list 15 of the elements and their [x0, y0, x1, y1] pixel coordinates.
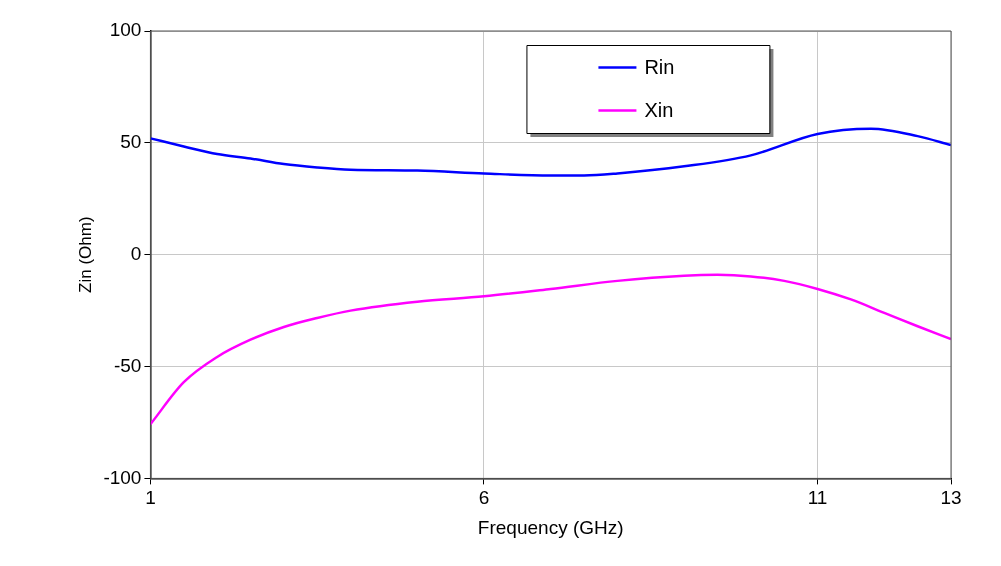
y-axis-title: Zin (Ohm): [75, 216, 95, 293]
x-tick-label: 11: [807, 487, 828, 509]
y-tick-label: 100: [109, 19, 142, 41]
y-tick-label: -100: [103, 466, 142, 488]
legend-label: Rin: [644, 56, 675, 79]
y-tick-label: -50: [113, 354, 142, 376]
y-tick-label: 50: [120, 131, 142, 153]
x-tick-label: 1: [145, 487, 156, 509]
line-series: [150, 127, 951, 177]
legend-label: Xin: [644, 99, 674, 122]
y-tick-label: 0: [130, 242, 142, 264]
x-axis-title: Frequency (GHz): [477, 516, 624, 538]
x-tick-label: 13: [940, 487, 962, 509]
x-tick-label: 6: [478, 487, 490, 509]
line-series: [150, 273, 951, 426]
